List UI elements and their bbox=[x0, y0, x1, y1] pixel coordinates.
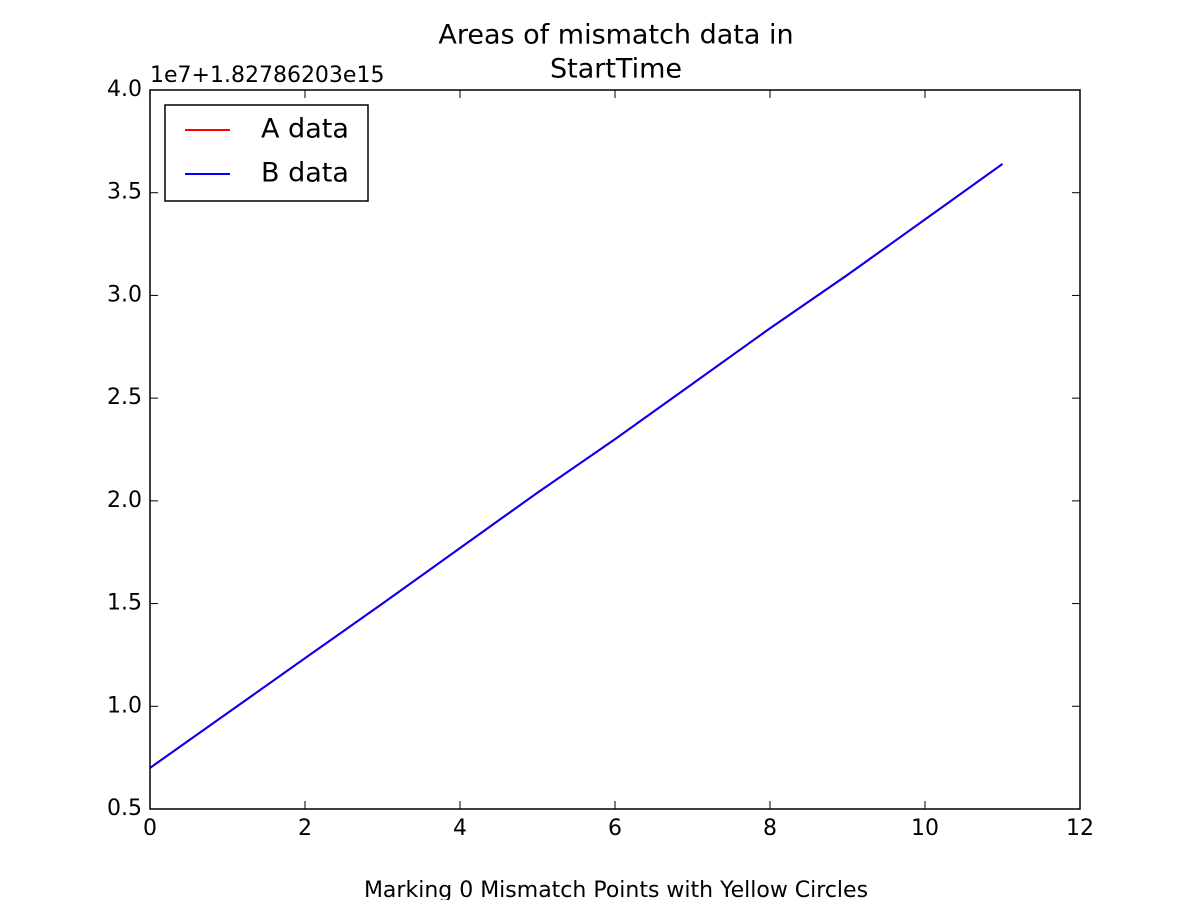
x-tick-label: 6 bbox=[608, 816, 622, 841]
y-tick-label: 0.5 bbox=[107, 796, 142, 821]
x-tick-label: 4 bbox=[453, 816, 467, 841]
chart-title: StartTime bbox=[550, 54, 682, 85]
x-tick-label: 8 bbox=[763, 816, 777, 841]
x-axis-label: Marking 0 Mismatch Points with Yellow Ci… bbox=[364, 878, 868, 900]
x-tick-label: 2 bbox=[298, 816, 312, 841]
y-tick-label: 1.0 bbox=[107, 693, 142, 718]
y-tick-label: 2.5 bbox=[107, 385, 142, 410]
data-line bbox=[149, 163, 1004, 769]
x-tick-label: 10 bbox=[911, 816, 939, 841]
y-tick-label: 1.5 bbox=[107, 591, 142, 616]
legend-label: A data bbox=[261, 114, 349, 145]
y-tick-label: 3.0 bbox=[107, 282, 142, 307]
offset-label: 1e7+1.82786203e15 bbox=[150, 63, 384, 88]
x-tick-label: 0 bbox=[143, 816, 157, 841]
y-tick-label: 4.0 bbox=[107, 77, 142, 102]
x-tick-label: 12 bbox=[1066, 816, 1094, 841]
y-tick-label: 2.0 bbox=[107, 488, 142, 513]
chart-title: Areas of mismatch data in bbox=[438, 20, 793, 51]
y-tick-label: 3.5 bbox=[107, 180, 142, 205]
plot-frame bbox=[149, 89, 1081, 810]
legend-label: B data bbox=[261, 158, 349, 189]
legend-box bbox=[164, 104, 369, 202]
